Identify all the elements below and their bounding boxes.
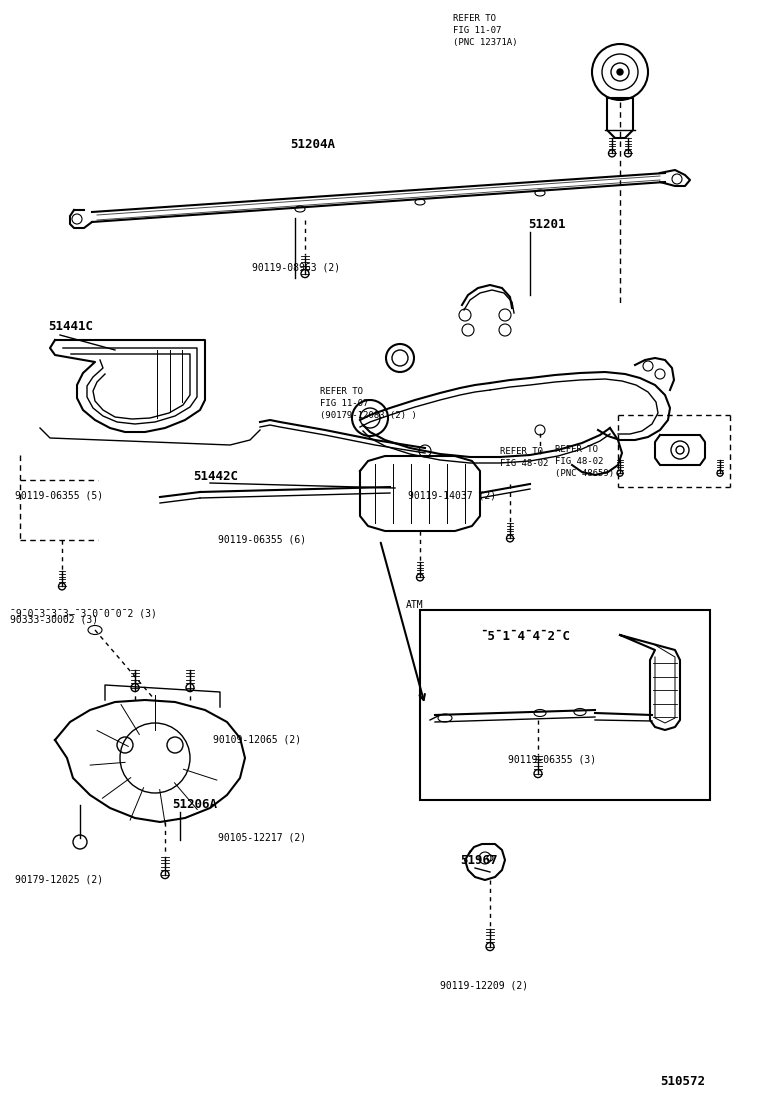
Text: 90119-08963 (2): 90119-08963 (2)	[252, 262, 340, 272]
Text: 90179-12025 (2): 90179-12025 (2)	[15, 874, 103, 884]
Text: 90119-14037 (2): 90119-14037 (2)	[408, 490, 496, 500]
Bar	[420, 610, 710, 800]
Text: 90119-06355 (6): 90119-06355 (6)	[218, 535, 306, 545]
Text: 51201: 51201	[528, 218, 565, 231]
Text: ¯9¯0¯3¯3¯3–¯3¯0¯0¯0¯2 (3): ¯9¯0¯3¯3¯3–¯3¯0¯0¯0¯2 (3)	[10, 609, 157, 619]
Text: REFER TO
FIG 11-07
(PNC 12371A): REFER TO FIG 11-07 (PNC 12371A)	[453, 14, 518, 47]
Text: ¯5¯1¯4¯4¯2¯C: ¯5¯1¯4¯4¯2¯C	[480, 631, 570, 643]
Text: 510572: 510572	[660, 1075, 705, 1088]
Text: 51967: 51967	[460, 854, 498, 867]
Text: 51442C: 51442C	[193, 470, 238, 483]
Text: 51441C: 51441C	[48, 320, 93, 332]
Text: 90105-12217 (2): 90105-12217 (2)	[218, 832, 306, 842]
Text: 90119-06355 (5): 90119-06355 (5)	[15, 490, 103, 500]
Text: REFER TO
FIG 11-07
(90179-12083 (2) ): REFER TO FIG 11-07 (90179-12083 (2) )	[320, 387, 416, 420]
Text: ATM: ATM	[406, 600, 423, 610]
Text: REFER TO
FIG 48-02
(PNC 48659): REFER TO FIG 48-02 (PNC 48659)	[555, 446, 614, 478]
Text: 51206A: 51206A	[172, 798, 217, 811]
Circle shape	[617, 69, 623, 75]
Text: REFER TO
FIG 48-02: REFER TO FIG 48-02	[500, 447, 549, 468]
Text: 90109-12065 (2): 90109-12065 (2)	[213, 735, 301, 745]
Text: 90119-06355 (3): 90119-06355 (3)	[508, 754, 596, 764]
Text: 90119-12209 (2): 90119-12209 (2)	[440, 980, 528, 990]
Text: 51204A: 51204A	[290, 138, 335, 151]
Text: 90333-30002 (3): 90333-30002 (3)	[10, 614, 98, 624]
